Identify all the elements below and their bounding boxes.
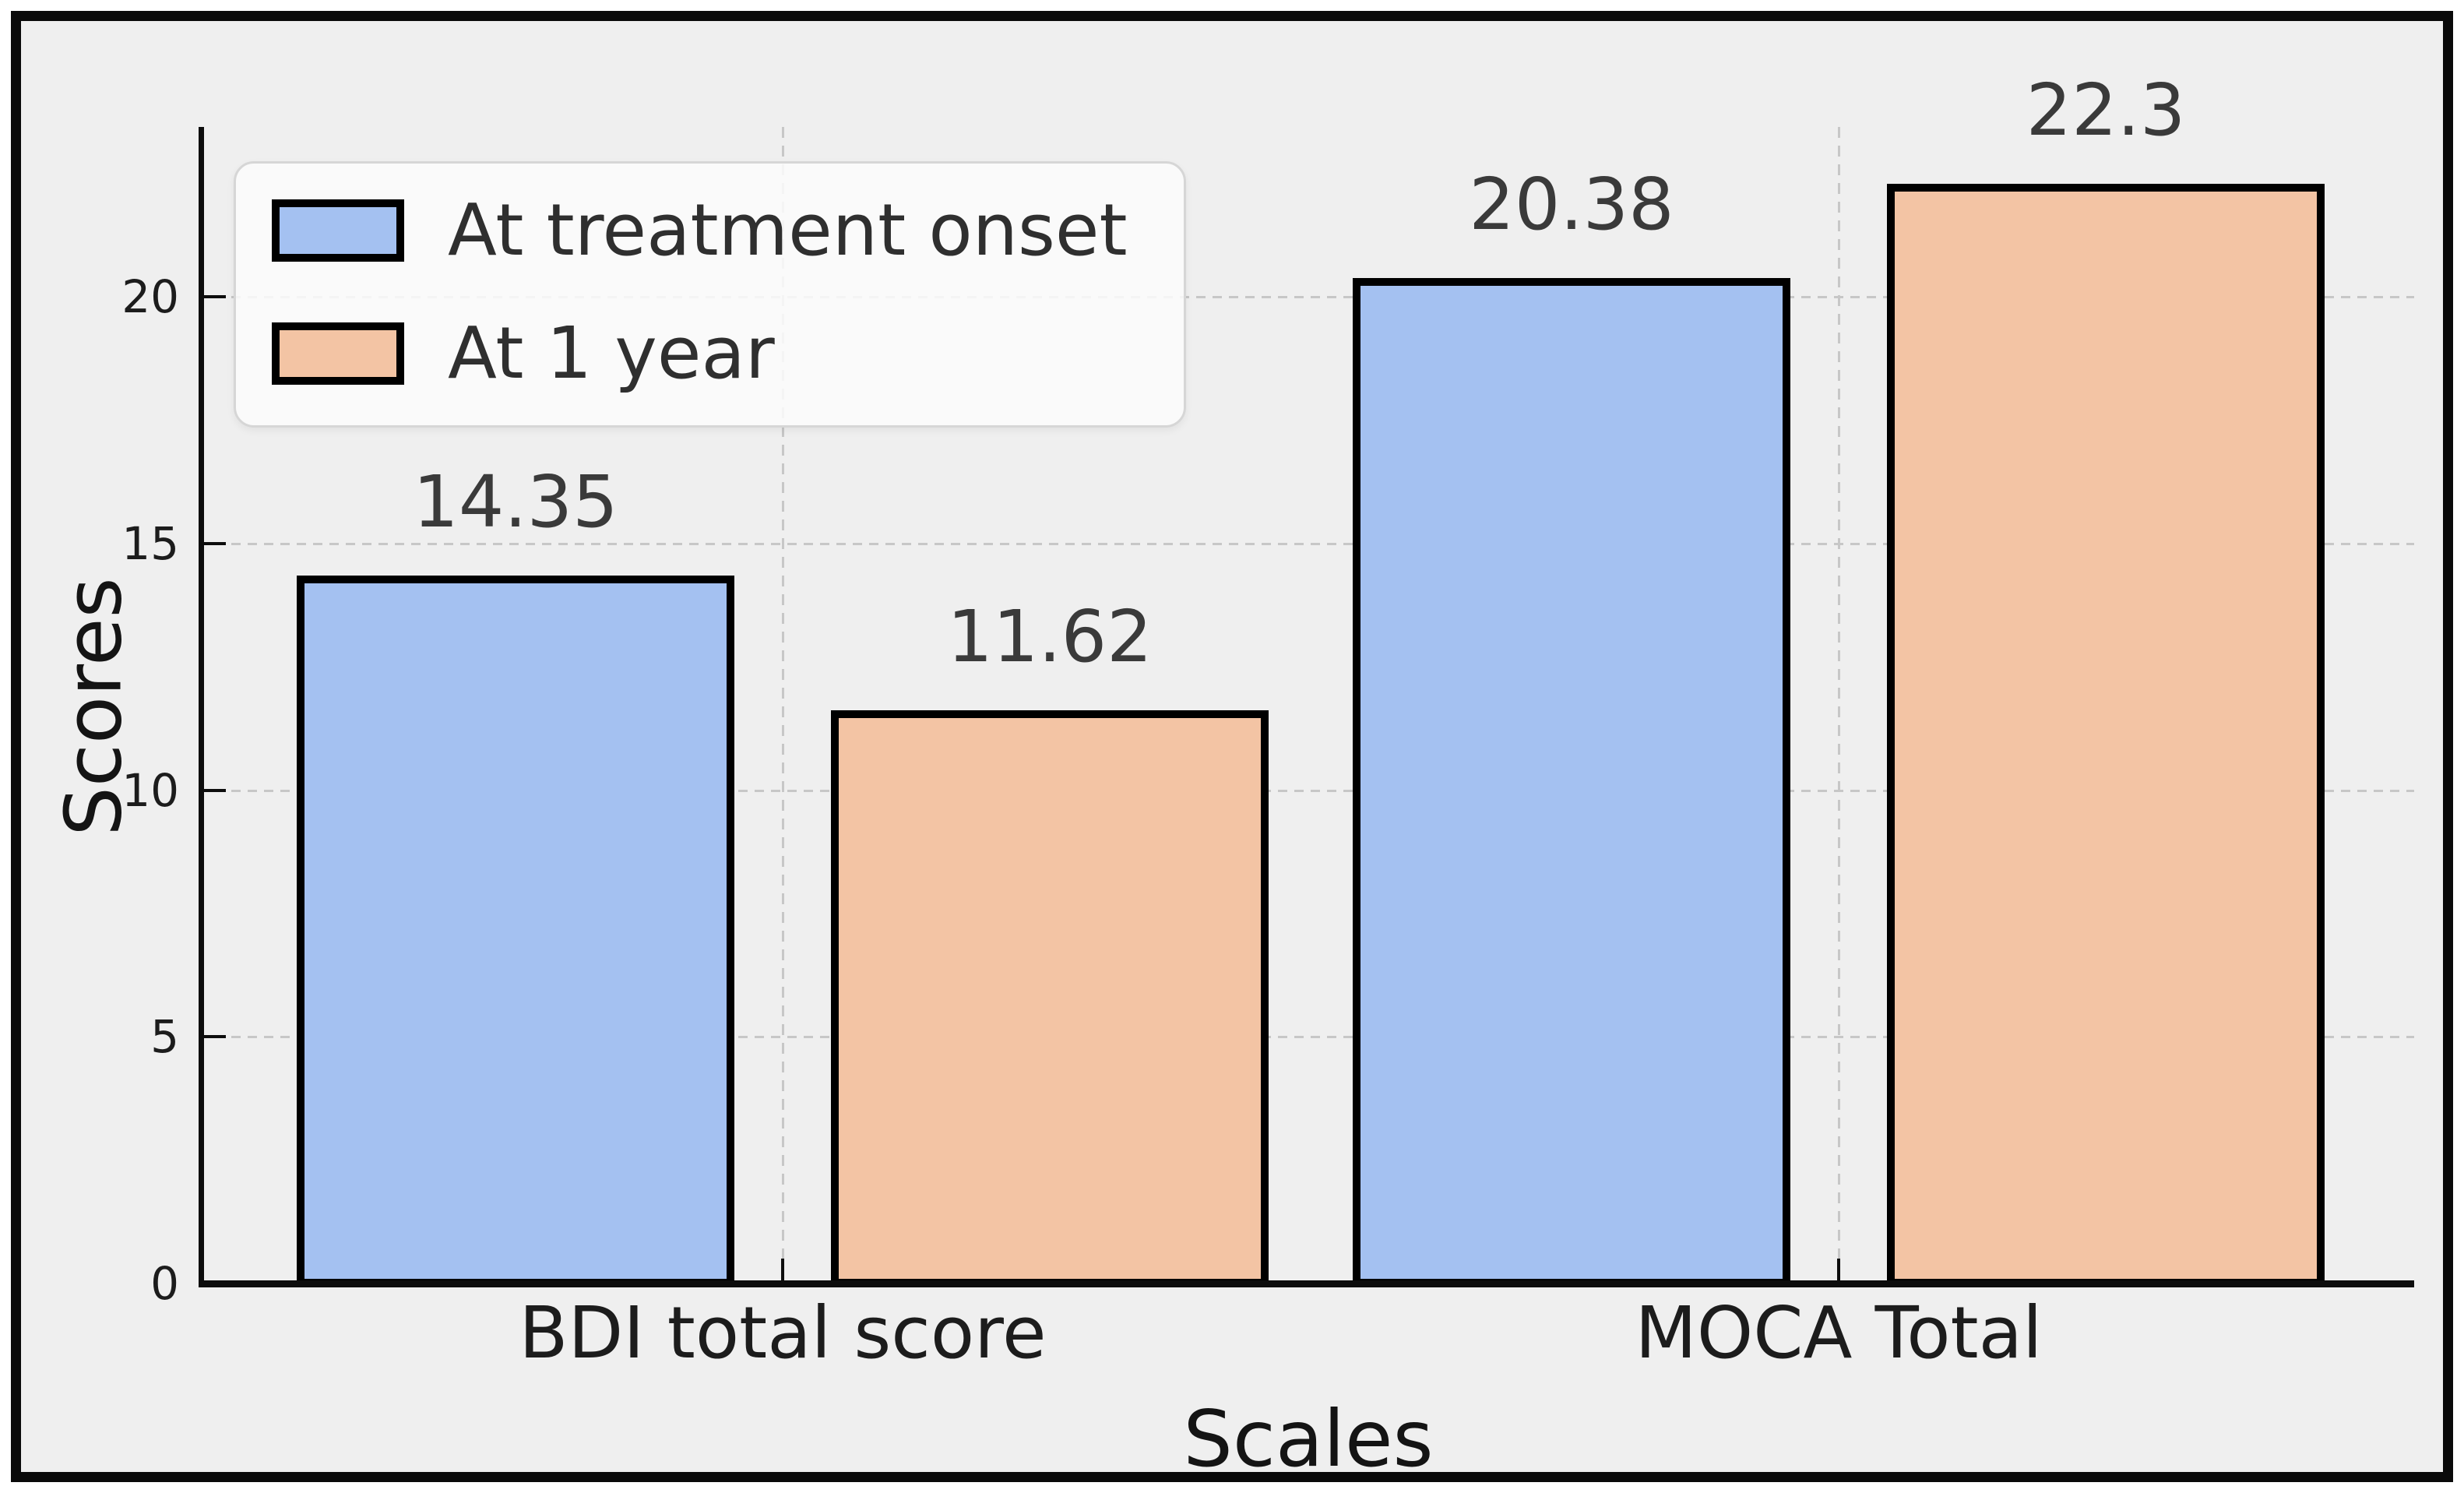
y-tick-label: 5 <box>150 1010 179 1064</box>
x-tick-mark <box>1837 1259 1840 1282</box>
x-tick-label: BDI total score <box>519 1291 1047 1375</box>
h-gridline <box>199 1036 2414 1039</box>
legend-swatch-orange <box>272 322 404 385</box>
h-gridline <box>199 296 2414 299</box>
legend-label: At 1 year <box>448 312 775 395</box>
y-tick-label: 10 <box>121 763 179 817</box>
y-tick-mark <box>202 788 226 792</box>
y-axis-spine <box>199 127 204 1283</box>
legend-label: At treatment onset <box>448 188 1128 272</box>
bar-at-1-year <box>831 710 1269 1287</box>
legend-item-at-treatment-onset: At treatment onset <box>272 193 1128 268</box>
x-tick-mark <box>781 1259 784 1282</box>
bar-at-1-year <box>1887 183 2325 1287</box>
x-tick-label: MOCA Total <box>1635 1291 2043 1375</box>
legend-swatch-blue <box>272 199 404 262</box>
bar-at-treatment-onset <box>297 576 734 1287</box>
y-tick-mark <box>202 295 226 299</box>
bar-value-label: 14.35 <box>413 460 618 544</box>
bar-value-label: 22.3 <box>2026 68 2186 152</box>
y-tick-label: 0 <box>150 1257 179 1310</box>
y-tick-label: 15 <box>121 517 179 571</box>
y-tick-mark <box>202 542 226 546</box>
y-tick-mark <box>202 1035 226 1039</box>
h-gridline <box>199 543 2414 546</box>
bar-value-label: 11.62 <box>947 595 1153 679</box>
legend-item-at-1-year: At 1 year <box>272 316 1128 391</box>
bar-at-treatment-onset <box>1353 278 1790 1287</box>
v-gridline <box>1838 127 1840 1283</box>
x-axis-spine <box>199 1280 2414 1287</box>
y-tick-label: 20 <box>121 270 179 324</box>
bar-value-label: 20.38 <box>1469 163 1674 247</box>
v-gridline <box>782 127 784 1283</box>
x-axis-title: Scales <box>1183 1393 1434 1484</box>
y-axis-title: Scores <box>48 577 139 836</box>
h-gridline <box>199 789 2414 792</box>
legend: At treatment onset At 1 year <box>234 161 1186 428</box>
